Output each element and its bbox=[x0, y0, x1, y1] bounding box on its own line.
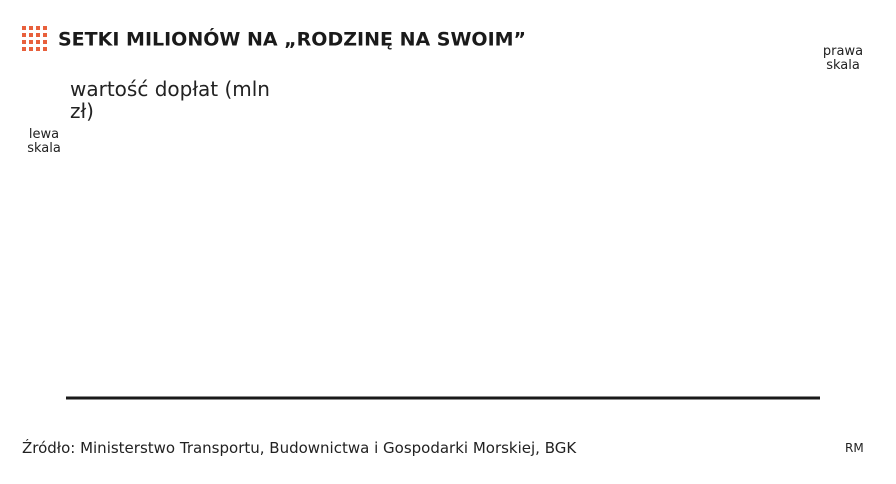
author: RM bbox=[845, 441, 864, 455]
y2-axis-label: prawa skala bbox=[822, 44, 864, 74]
source: Źródło: Ministerstwo Transportu, Budowni… bbox=[22, 439, 577, 457]
legend-label: wartość dopłat (mln zł) bbox=[70, 77, 270, 123]
title-icon bbox=[22, 26, 47, 51]
y-axis-label: lewa skala bbox=[27, 127, 61, 157]
chart-title: SETKI MILIONÓW NA „RODZINĘ NA SWOIM” bbox=[58, 27, 526, 51]
